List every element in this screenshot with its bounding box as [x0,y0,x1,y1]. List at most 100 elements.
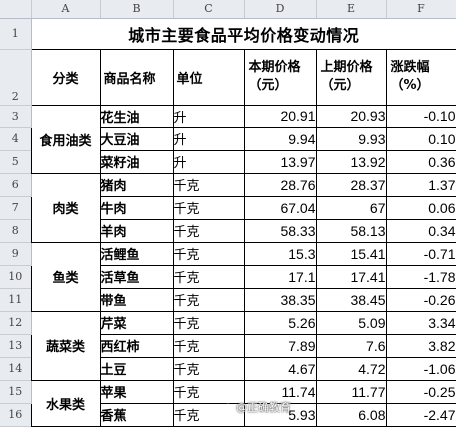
header-change[interactable]: 涨跌幅（%） [385,48,456,106]
category-cell[interactable]: 蔬菜类 [30,310,101,381]
header-name[interactable]: 商品名称 [99,48,174,106]
row-header-8[interactable]: 8 [0,219,32,243]
current-price-cell[interactable]: 4.67 [243,356,317,381]
current-price-cell[interactable]: 28.76 [243,172,317,197]
change-cell[interactable]: 0.36 [385,149,456,174]
row-header-15[interactable]: 15 [0,380,32,404]
item-name-cell[interactable]: 带鱼 [99,287,174,312]
watermark-text: @正确教育 [236,401,291,414]
item-name-cell[interactable]: 活鲤鱼 [99,241,174,266]
item-unit-cell[interactable]: 千克 [172,264,245,289]
header-category[interactable]: 分类 [30,48,101,106]
category-cell[interactable]: 鱼类 [30,241,101,312]
item-unit-cell[interactable]: 千克 [172,195,245,220]
change-cell[interactable]: -0.71 [385,241,456,266]
row-header-12[interactable]: 12 [0,311,32,335]
change-cell[interactable]: 0.34 [385,218,456,243]
item-name-cell[interactable]: 花生油 [99,104,174,128]
column-header-a[interactable]: A [31,0,101,19]
column-header-d[interactable]: D [244,0,317,19]
category-cell[interactable]: 肉类 [30,172,101,243]
item-name-cell[interactable]: 羊肉 [99,218,174,243]
item-unit-cell[interactable]: 升 [172,126,245,151]
item-unit-cell[interactable]: 千克 [172,218,245,243]
select-all-corner[interactable] [0,0,32,19]
previous-price-cell[interactable]: 7.6 [315,333,387,358]
item-unit-cell[interactable]: 千克 [172,172,245,197]
current-price-cell[interactable]: 20.91 [243,104,317,128]
change-cell[interactable]: 3.82 [385,333,456,358]
category-cell[interactable]: 水果类 [30,379,101,427]
header-current-price[interactable]: 本期价格（元） [243,48,317,106]
item-name-cell[interactable]: 芹菜 [99,310,174,335]
item-unit-cell[interactable]: 千克 [172,310,245,335]
column-header-f[interactable]: F [386,0,456,19]
current-price-cell[interactable]: 15.3 [243,241,317,266]
row-header-7[interactable]: 7 [0,196,32,220]
change-cell[interactable]: -1.78 [385,264,456,289]
change-cell[interactable]: -0.26 [385,287,456,312]
current-price-cell[interactable]: 17.1 [243,264,317,289]
sheet-title[interactable]: 城市主要食品平均价格变动情况 [31,18,456,50]
item-unit-cell[interactable]: 升 [172,149,245,174]
item-name-cell[interactable]: 牛肉 [99,195,174,220]
row-header-5[interactable]: 5 [0,150,32,174]
row-header-4[interactable]: 4 [0,127,32,151]
current-price-cell[interactable]: 13.97 [243,149,317,174]
change-cell[interactable]: 1.37 [385,172,456,197]
row-header-13[interactable]: 13 [0,334,32,358]
item-name-cell[interactable]: 活草鱼 [99,264,174,289]
previous-price-cell[interactable]: 11.77 [315,379,387,404]
row-header-14[interactable]: 14 [0,357,32,381]
previous-price-cell[interactable]: 4.72 [315,356,387,381]
item-unit-cell[interactable]: 千克 [172,287,245,312]
item-unit-cell[interactable]: 千克 [172,356,245,381]
column-header-b[interactable]: B [100,0,174,19]
previous-price-cell[interactable]: 9.93 [315,126,387,151]
current-price-cell[interactable]: 7.89 [243,333,317,358]
header-unit[interactable]: 单位 [172,48,245,106]
change-cell[interactable]: 3.34 [385,310,456,335]
watermark: @正确教育 [222,399,291,415]
item-name-cell[interactable]: 西红柿 [99,333,174,358]
item-unit-cell[interactable]: 千克 [172,241,245,266]
change-cell[interactable]: 0.10 [385,126,456,151]
row-header-9[interactable]: 9 [0,242,32,266]
item-name-cell[interactable]: 苹果 [99,379,174,404]
previous-price-cell[interactable]: 38.45 [315,287,387,312]
column-header-e[interactable]: E [316,0,387,19]
current-price-cell[interactable]: 38.35 [243,287,317,312]
header-previous-price[interactable]: 上期价格（元） [315,48,387,106]
item-name-cell[interactable]: 菜籽油 [99,149,174,174]
change-cell[interactable]: -0.25 [385,379,456,404]
change-cell[interactable]: 0.06 [385,195,456,220]
previous-price-cell[interactable]: 13.92 [315,149,387,174]
previous-price-cell[interactable]: 20.93 [315,104,387,128]
row-header-2[interactable]: 2 [0,49,32,106]
row-header-1[interactable]: 1 [0,18,32,50]
row-header-11[interactable]: 11 [0,288,32,312]
previous-price-cell[interactable]: 17.41 [315,264,387,289]
previous-price-cell[interactable]: 67 [315,195,387,220]
previous-price-cell[interactable]: 5.09 [315,310,387,335]
current-price-cell[interactable]: 58.33 [243,218,317,243]
change-cell[interactable]: -0.10 [385,104,456,128]
previous-price-cell[interactable]: 58.13 [315,218,387,243]
table-row: 7 牛肉 千克 67.04 67 0.06 [0,195,456,220]
item-name-cell[interactable]: 大豆油 [99,126,174,151]
current-price-cell[interactable]: 5.26 [243,310,317,335]
category-cell[interactable]: 食用油类 [30,104,101,174]
change-cell[interactable]: -1.06 [385,356,456,381]
item-unit-cell[interactable]: 千克 [172,333,245,358]
previous-price-cell[interactable]: 28.37 [315,172,387,197]
row-header-6[interactable]: 6 [0,173,32,197]
item-name-cell[interactable]: 土豆 [99,356,174,381]
item-name-cell[interactable]: 猪肉 [99,172,174,197]
row-header-10[interactable]: 10 [0,265,32,289]
previous-price-cell[interactable]: 15.41 [315,241,387,266]
row-header-3[interactable]: 3 [0,105,32,128]
current-price-cell[interactable]: 9.94 [243,126,317,151]
column-header-c[interactable]: C [173,0,245,19]
current-price-cell[interactable]: 67.04 [243,195,317,220]
item-unit-cell[interactable]: 升 [172,104,245,128]
